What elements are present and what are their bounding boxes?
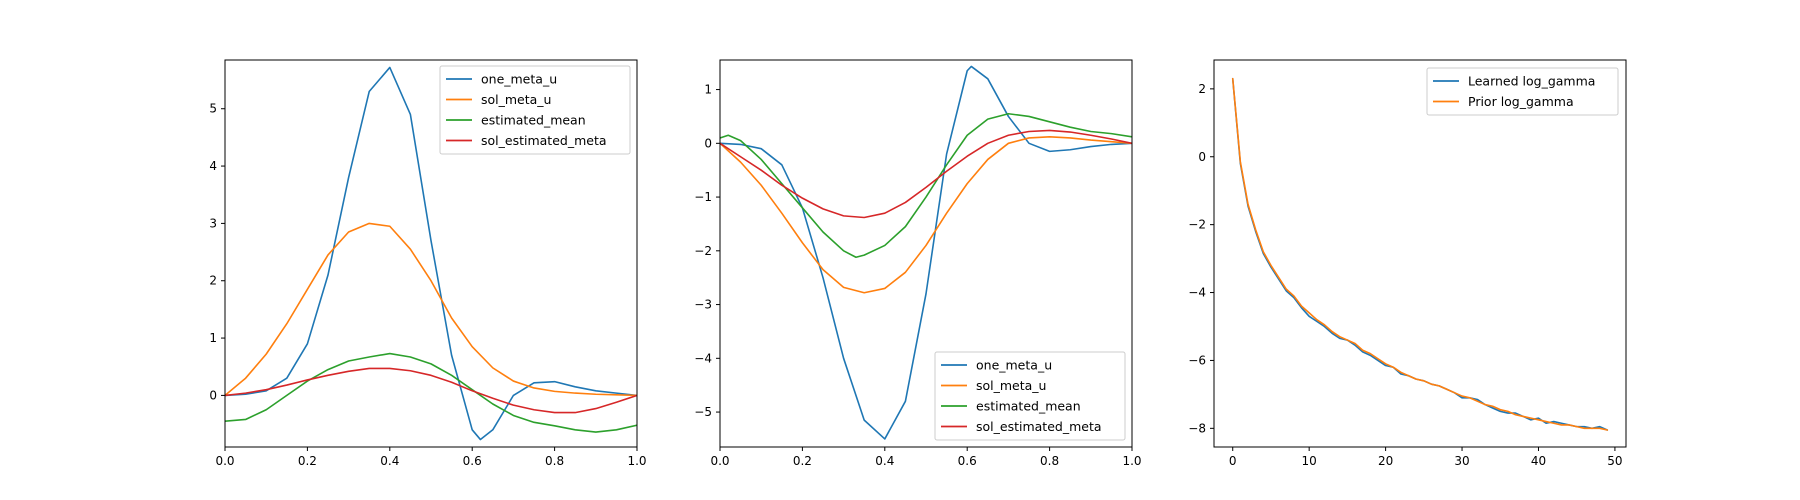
legend-label: estimated_mean	[481, 113, 586, 128]
y-tick-label: 2	[209, 274, 217, 288]
x-tick-label: 20	[1378, 454, 1393, 468]
x-tick-label: 0.6	[463, 454, 482, 468]
axes-frame	[1213, 59, 1627, 448]
x-tick-label: 0.0	[710, 454, 729, 468]
x-tick-label: 1.0	[627, 454, 646, 468]
axes-frame	[719, 59, 1133, 448]
legend-label: sol_meta_u	[481, 92, 551, 107]
x-tick-label: 30	[1454, 454, 1469, 468]
chart-panel-3: 0 10 20 30 40 50 −8 −6 −4 −2 0 2 Learned log_gamma Pr…	[1188, 59, 1627, 468]
series-line-sol-estimated-meta	[720, 129, 1132, 219]
legend: Learned log_gamma Prior log_gamma	[1426, 67, 1619, 116]
x-tick-label: 1.0	[1122, 454, 1141, 468]
y-tick-label: −4	[1188, 286, 1206, 300]
series-line-one-meta-u	[720, 65, 1132, 440]
chart-panel-2: 0.0 0.2 0.4 0.6 0.8 1.0 −5 −4 −3 −2 −1 0 1 one_meta_u…	[694, 59, 1142, 468]
series-line-estimated-mean	[720, 112, 1132, 259]
legend: one_meta_u sol_meta_u estimated_mean sol_es…	[439, 65, 631, 155]
x-tick-label: 0	[1229, 454, 1237, 468]
legend-label: one_meta_u	[976, 358, 1052, 373]
y-tick-label: −4	[694, 351, 712, 365]
series-line-prior-log-gamma	[1231, 77, 1609, 431]
legend-label: Learned log_gamma	[1468, 74, 1595, 89]
x-tick-label: 0.8	[545, 454, 564, 468]
y-tick-label: −8	[1188, 421, 1206, 435]
x-tick-label: 0.8	[1040, 454, 1059, 468]
x-tick-label: 0.2	[298, 454, 317, 468]
x-tick-label: 50	[1607, 454, 1622, 468]
x-tick-label: 0.6	[958, 454, 977, 468]
y-tick-label: 3	[209, 216, 217, 230]
y-tick-label: −1	[694, 190, 712, 204]
series-line-sol-estimated-meta	[225, 367, 637, 414]
x-tick-label: 40	[1531, 454, 1546, 468]
x-tick-label: 0.0	[215, 454, 234, 468]
y-tick-label: 0	[209, 388, 217, 402]
legend-box	[439, 65, 631, 155]
legend-box	[934, 351, 1126, 441]
y-tick-label: 2	[1198, 82, 1206, 96]
axes-frame	[224, 59, 638, 448]
x-tick-label: 0.4	[875, 454, 894, 468]
y-tick-label: −2	[694, 244, 712, 258]
x-tick-label: 10	[1302, 454, 1317, 468]
y-tick-label: −3	[694, 298, 712, 312]
x-tick-label: 0.2	[793, 454, 812, 468]
chart-panel-1: 0.0 0.2 0.4 0.6 0.8 1.0 0 1 2 3 4 5 one_meta_u sol_me…	[209, 59, 647, 468]
legend-label: sol_meta_u	[976, 378, 1046, 393]
y-tick-label: 1	[209, 331, 217, 345]
legend-label: sol_estimated_meta	[481, 133, 607, 148]
series-line-learned-log-gamma	[1231, 77, 1609, 431]
y-tick-label: 0	[704, 136, 712, 150]
y-tick-label: −2	[1188, 218, 1206, 232]
y-tick-label: −6	[1188, 353, 1206, 367]
legend: one_meta_u sol_meta_u estimated_mean sol_es…	[934, 351, 1126, 441]
y-tick-label: 0	[1198, 150, 1206, 164]
series-line-sol-meta-u	[720, 136, 1132, 294]
legend-box	[1426, 67, 1619, 116]
y-tick-label: −5	[694, 405, 712, 419]
legend-label: Prior log_gamma	[1468, 94, 1574, 109]
y-tick-label: 5	[209, 102, 217, 116]
legend-label: estimated_mean	[976, 399, 1081, 414]
series-line-estimated-mean	[225, 352, 637, 433]
legend-label: sol_estimated_meta	[976, 419, 1102, 434]
y-tick-label: 4	[209, 159, 217, 173]
x-tick-label: 0.4	[380, 454, 399, 468]
y-tick-label: 1	[704, 83, 712, 97]
series-line-sol-meta-u	[225, 222, 637, 397]
legend-label: one_meta_u	[481, 72, 557, 87]
